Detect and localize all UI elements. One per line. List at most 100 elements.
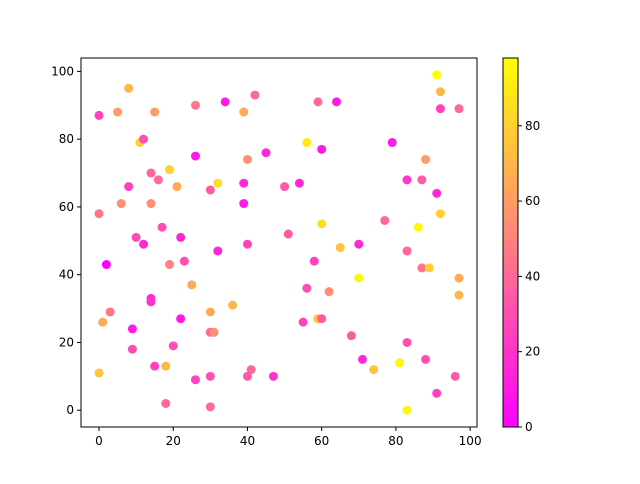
point <box>139 134 149 144</box>
point <box>402 337 412 347</box>
point <box>172 182 182 192</box>
point <box>417 175 427 185</box>
point <box>395 358 405 368</box>
point <box>146 199 156 209</box>
point <box>302 138 312 148</box>
point <box>168 341 178 351</box>
point <box>421 354 431 364</box>
point <box>387 138 397 148</box>
point <box>165 260 175 270</box>
y-tick-label: 60 <box>59 200 74 214</box>
point <box>190 151 200 161</box>
point <box>317 144 327 154</box>
point <box>124 182 134 192</box>
colorbar-tick-label: 0 <box>525 420 533 434</box>
point <box>294 178 304 188</box>
point <box>302 283 312 293</box>
point <box>131 232 141 242</box>
point <box>94 110 104 120</box>
point <box>454 273 464 283</box>
point <box>127 344 137 354</box>
point <box>220 97 230 107</box>
point <box>268 371 278 381</box>
point <box>153 175 163 185</box>
colorbar-frame <box>502 57 519 428</box>
point <box>261 148 271 158</box>
x-tick-label: 20 <box>166 434 181 448</box>
point <box>354 239 364 249</box>
point <box>432 70 442 80</box>
point <box>358 354 368 364</box>
x-tick-label: 40 <box>240 434 255 448</box>
plot-frame <box>80 57 478 428</box>
point <box>317 314 327 324</box>
point <box>116 199 126 209</box>
point <box>94 209 104 219</box>
colorbar-tick-label: 20 <box>525 345 540 359</box>
point <box>346 331 356 341</box>
point <box>280 182 290 192</box>
point <box>432 388 442 398</box>
colorbar-tick-label: 60 <box>525 194 540 208</box>
point <box>161 361 171 371</box>
point <box>298 317 308 327</box>
x-tick-label: 0 <box>95 434 103 448</box>
y-tick-label: 80 <box>59 132 74 146</box>
point <box>105 307 115 317</box>
point <box>98 317 108 327</box>
colorbar <box>503 58 518 427</box>
point <box>179 256 189 266</box>
point <box>146 168 156 178</box>
point <box>424 263 434 273</box>
point <box>402 246 412 256</box>
point <box>101 260 111 270</box>
colorbar-tick-label: 80 <box>525 119 540 133</box>
point <box>421 154 431 164</box>
point <box>94 368 104 378</box>
y-tick-label: 100 <box>51 64 74 78</box>
point <box>324 287 334 297</box>
point <box>190 100 200 110</box>
x-tick-label: 60 <box>314 434 329 448</box>
point <box>332 97 342 107</box>
point <box>124 83 134 93</box>
point <box>161 398 171 408</box>
point <box>354 273 364 283</box>
point <box>146 297 156 307</box>
point <box>242 371 252 381</box>
point <box>176 314 186 324</box>
point <box>417 263 427 273</box>
point <box>402 405 412 415</box>
x-tick-label: 100 <box>459 434 482 448</box>
point <box>209 327 219 337</box>
point <box>239 107 249 117</box>
point <box>313 97 323 107</box>
point <box>205 402 215 412</box>
point <box>402 175 412 185</box>
point <box>335 243 345 253</box>
point <box>454 290 464 300</box>
point <box>309 256 319 266</box>
point <box>213 246 223 256</box>
point <box>413 222 423 232</box>
point <box>246 365 256 375</box>
point <box>380 215 390 225</box>
point <box>239 199 249 209</box>
point <box>205 307 215 317</box>
x-tick-label: 80 <box>388 434 403 448</box>
point <box>150 107 160 117</box>
point <box>239 178 249 188</box>
point <box>432 188 442 198</box>
point <box>187 280 197 290</box>
y-tick-label: 0 <box>66 403 74 417</box>
point <box>157 222 167 232</box>
point <box>242 154 252 164</box>
point <box>450 371 460 381</box>
point <box>165 165 175 175</box>
point <box>213 178 223 188</box>
point <box>250 90 260 100</box>
point <box>205 185 215 195</box>
point <box>454 104 464 114</box>
point <box>228 300 238 310</box>
